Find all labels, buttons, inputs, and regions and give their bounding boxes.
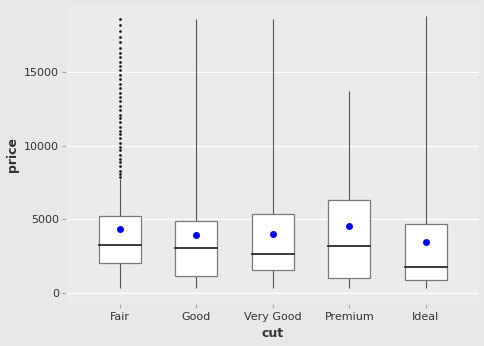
X-axis label: cut: cut — [261, 327, 283, 340]
Bar — [175, 221, 217, 276]
Bar — [98, 217, 140, 263]
Y-axis label: price: price — [5, 137, 18, 172]
Bar — [404, 224, 446, 280]
Bar — [251, 214, 293, 270]
Bar — [328, 200, 370, 278]
